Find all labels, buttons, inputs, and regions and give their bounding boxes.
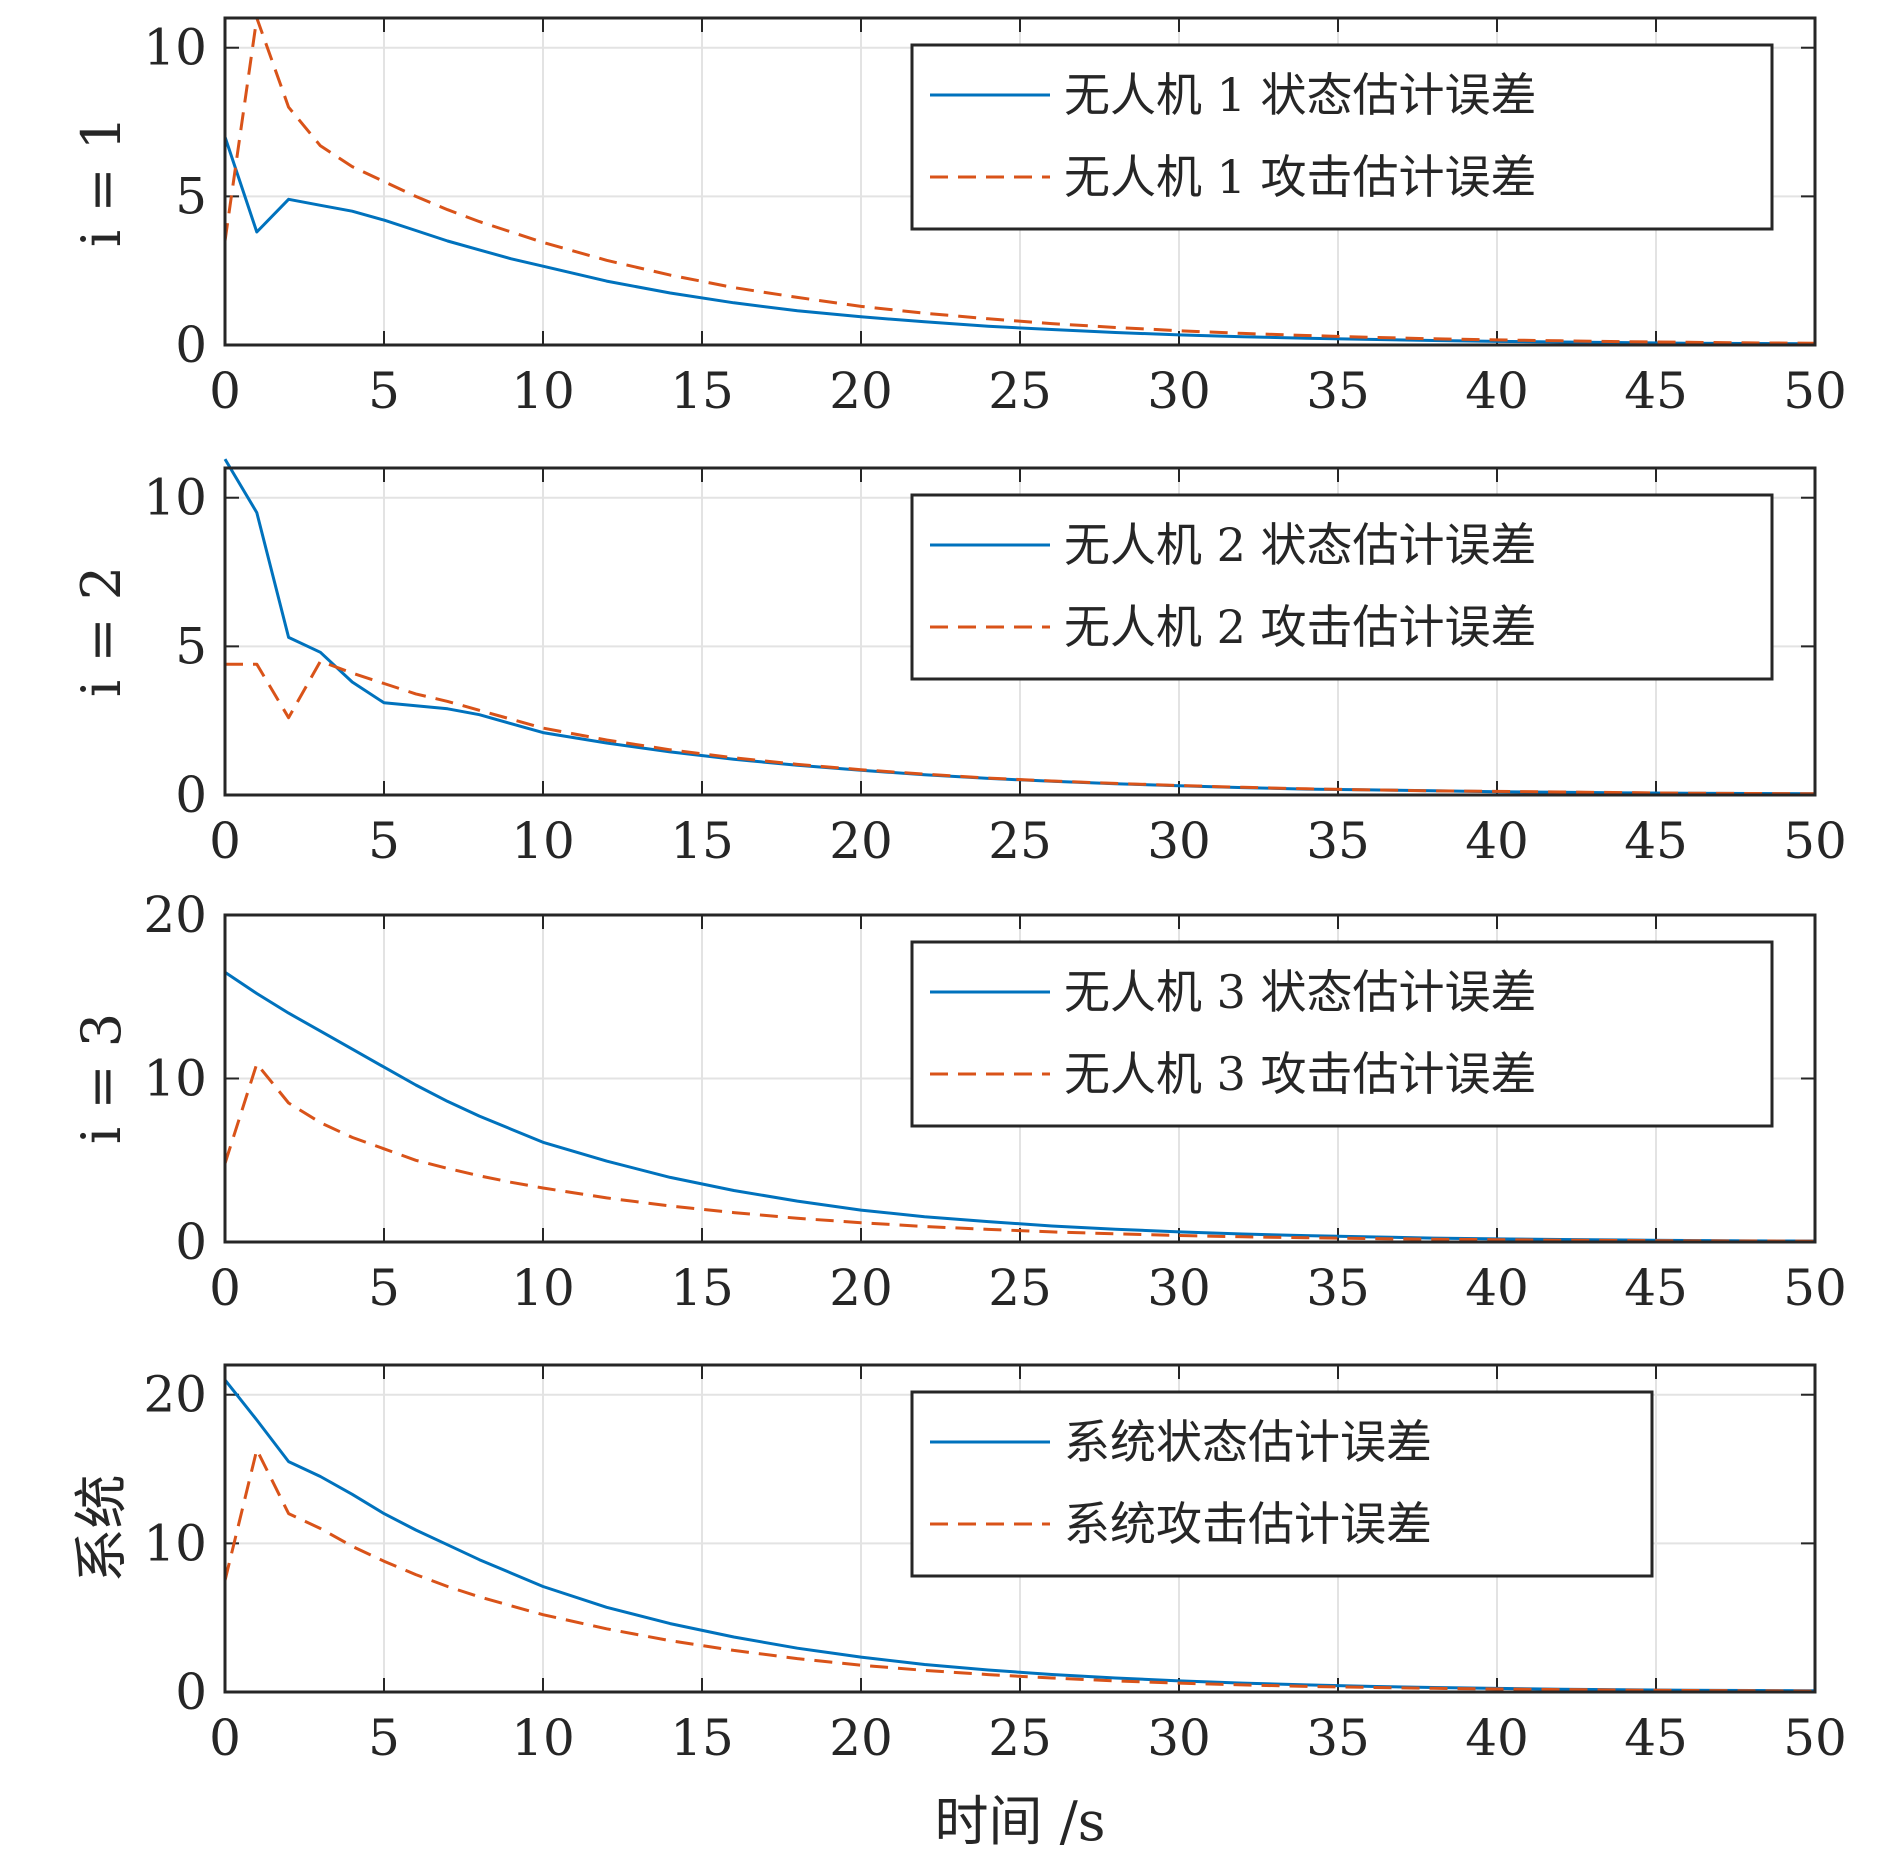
series-line-2 — [223, 1448, 1816, 1693]
y-tick-label: 5 — [175, 617, 207, 675]
y-tick-label: 10 — [143, 19, 207, 77]
x-tick-label: 0 — [209, 812, 241, 870]
x-tick-label: 0 — [209, 1709, 241, 1767]
x-tick-label: 30 — [1147, 1259, 1211, 1317]
axes-box — [223, 466, 1817, 797]
x-tick-label: 40 — [1465, 1709, 1529, 1767]
x-tick-label: 45 — [1624, 1709, 1688, 1767]
legend-entry: 系统状态估计误差 — [1064, 1415, 1432, 1469]
x-tick-label: 0 — [209, 1259, 241, 1317]
x-tick-label: 10 — [511, 362, 575, 420]
x-tick-label: 20 — [829, 1259, 893, 1317]
x-tick-label: 25 — [988, 1709, 1052, 1767]
legend-box — [910, 493, 1774, 681]
y-axis-label: 系统 — [70, 1475, 133, 1583]
legend-entry: 无人机 3 状态估计误差 — [1064, 965, 1537, 1019]
x-tick-label: 5 — [368, 362, 400, 420]
legend-entry: 系统攻击估计误差 — [1064, 1497, 1432, 1551]
x-tick-label: 30 — [1147, 362, 1211, 420]
y-tick-label: 0 — [175, 1213, 207, 1271]
legend-entry: 无人机 2 状态估计误差 — [1064, 518, 1537, 572]
x-tick-label: 15 — [670, 1259, 734, 1317]
x-tick-label: 20 — [829, 812, 893, 870]
x-tick-label: 30 — [1147, 812, 1211, 870]
x-tick-label: 0 — [209, 362, 241, 420]
x-tick-label: 35 — [1306, 1709, 1370, 1767]
x-tick-label: 40 — [1465, 362, 1529, 420]
legend-entry: 无人机 2 攻击估计误差 — [1064, 600, 1537, 654]
x-tick-label: 40 — [1465, 1259, 1529, 1317]
y-tick-label: 5 — [175, 167, 207, 225]
x-tick-label: 45 — [1624, 1259, 1688, 1317]
legend-box — [910, 43, 1774, 231]
x-tick-label: 15 — [670, 812, 734, 870]
chart-panel-3: 0 5 10 15 20 25 30 35 40 45 50 0 10 20 i = 3 无人机 3 状态估计… — [70, 886, 1847, 1317]
x-tick-label: 5 — [368, 1709, 400, 1767]
axes-box — [223, 913, 1817, 1244]
x-tick-label: 5 — [368, 1259, 400, 1317]
y-tick-label: 10 — [143, 1514, 207, 1572]
legend-entry: 无人机 3 攻击估计误差 — [1064, 1047, 1537, 1101]
x-tick-label: 50 — [1783, 1259, 1847, 1317]
series-line-2 — [225, 659, 1816, 796]
y-tick-label: 0 — [175, 1663, 207, 1721]
legend-entry: 无人机 1 状态估计误差 — [1064, 68, 1537, 122]
y-tick-label: 20 — [143, 1366, 207, 1424]
x-tick-label: 35 — [1306, 1259, 1370, 1317]
x-tick-label: 15 — [670, 362, 734, 420]
x-tick-label: 40 — [1465, 812, 1529, 870]
axes-box — [223, 1363, 1817, 1694]
y-axis-label: i = 1 — [70, 116, 133, 247]
legend-box — [910, 940, 1774, 1128]
x-tick-label: 10 — [511, 1259, 575, 1317]
x-tick-label: 10 — [511, 812, 575, 870]
x-tick-label: 25 — [988, 1259, 1052, 1317]
x-tick-label: 35 — [1306, 812, 1370, 870]
x-tick-label: 5 — [368, 812, 400, 870]
legend-entry: 无人机 1 攻击估计误差 — [1064, 150, 1537, 204]
x-tick-label: 30 — [1147, 1709, 1211, 1767]
x-tick-label: 45 — [1624, 812, 1688, 870]
y-tick-label: 0 — [175, 316, 207, 374]
x-tick-label: 15 — [670, 1709, 734, 1767]
x-tick-label: 50 — [1783, 812, 1847, 870]
x-tick-label: 25 — [988, 812, 1052, 870]
x-tick-label: 10 — [511, 1709, 575, 1767]
chart-panel-4: 0 5 10 15 20 25 30 35 40 45 5001020系统系统状态估计误差系统攻击估… — [70, 1363, 1847, 1767]
x-tick-label: 20 — [829, 362, 893, 420]
x-tick-label: 35 — [1306, 362, 1370, 420]
y-tick-label: 0 — [175, 766, 207, 824]
x-tick-label: 50 — [1783, 362, 1847, 420]
axes-box — [223, 16, 1817, 347]
legend-box — [910, 1390, 1654, 1578]
y-tick-label: 20 — [143, 886, 207, 944]
series-line-2 — [223, 1062, 1816, 1243]
x-tick-label: 50 — [1783, 1709, 1847, 1767]
y-tick-label: 10 — [143, 469, 207, 527]
y-axis-label: i = 3 — [70, 1013, 133, 1144]
x-axis-label: 时间 /s — [934, 1790, 1105, 1853]
y-axis-label: i = 2 — [70, 566, 133, 697]
series-line-2 — [223, 16, 1816, 345]
x-tick-label: 25 — [988, 362, 1052, 420]
y-tick-label: 10 — [143, 1050, 207, 1108]
x-tick-label: 45 — [1624, 362, 1688, 420]
x-tick-label: 20 — [829, 1709, 893, 1767]
